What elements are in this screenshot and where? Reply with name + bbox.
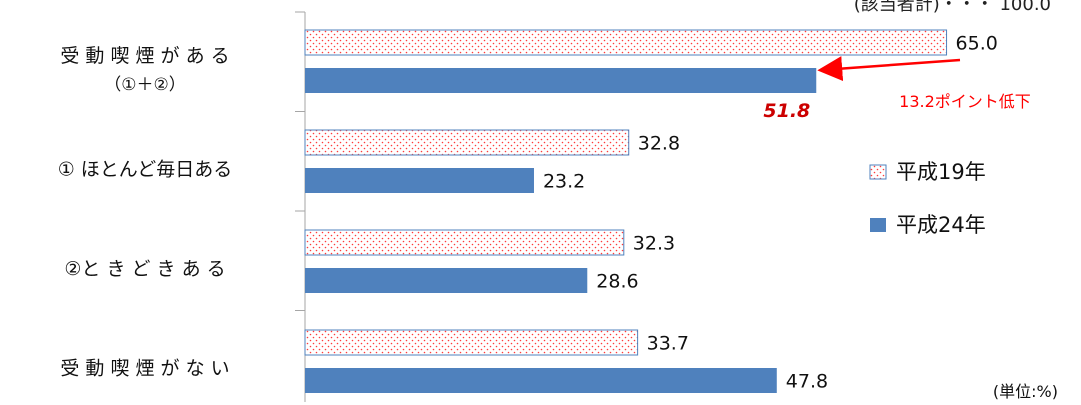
bar-h19 [304, 329, 639, 356]
legend-swatch-h19 [869, 164, 887, 180]
decrease-annotation: 13.2ポイント低下 [899, 92, 1031, 111]
bar-h24 [305, 168, 534, 193]
data-label: 33.7 [647, 333, 689, 355]
data-label-highlight: 51.8 [763, 100, 810, 122]
legend-label-h24: 平成24年 [896, 213, 986, 237]
legend-swatch-h24 [870, 218, 886, 232]
legend-label-h19: 平成19年 [896, 160, 986, 184]
bar-h24 [305, 68, 817, 93]
category-label: ②と き ど き あ る [64, 258, 225, 280]
data-label: 47.8 [786, 371, 828, 393]
category-label: 受 動 喫 煙 が あ る [60, 45, 229, 67]
total-note: (該当者計)・・・ 100.0 [853, 0, 1051, 15]
data-label: 28.6 [596, 271, 638, 293]
bar-h24 [305, 268, 588, 293]
bar-h19 [304, 29, 948, 56]
category-label: 受 動 喫 煙 が な い [60, 358, 229, 380]
category-label: （①＋②） [104, 75, 185, 95]
data-label: 32.3 [633, 233, 675, 255]
bar-h19 [304, 229, 625, 256]
unit-note: (単位:%) [993, 382, 1058, 401]
data-label: 65.0 [956, 33, 998, 55]
bar-h24 [305, 368, 777, 393]
bar-h19 [304, 129, 630, 156]
decrease-arrow [817, 56, 961, 82]
data-label: 23.2 [543, 171, 585, 193]
category-label: ① ほとんど毎日ある [58, 159, 233, 181]
data-label: 32.8 [638, 133, 680, 155]
